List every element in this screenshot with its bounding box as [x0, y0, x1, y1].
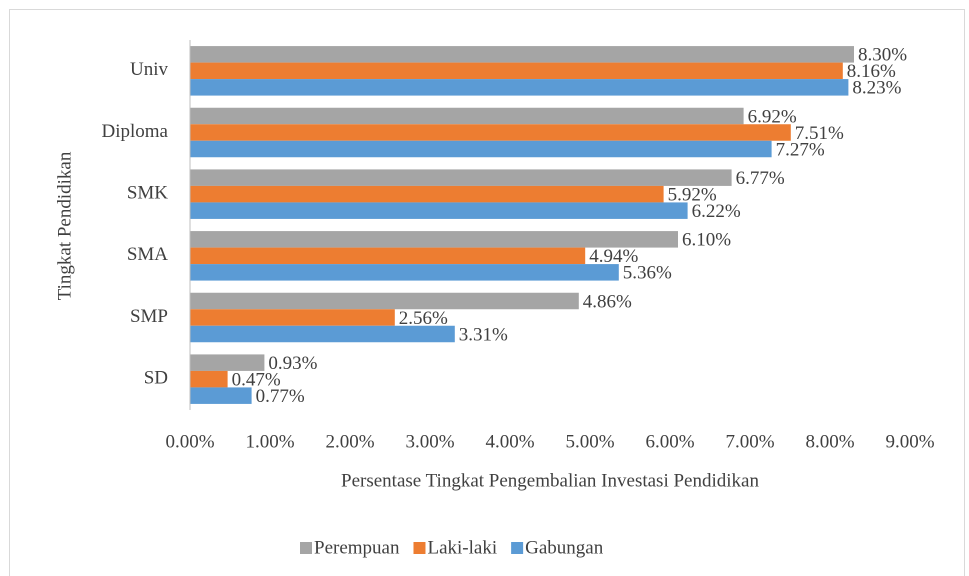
x-tick-label: 6.00% — [645, 431, 694, 452]
data-label: 6.92% — [748, 106, 797, 127]
y-tick-label: SMA — [127, 244, 168, 265]
bar — [190, 370, 228, 388]
bar — [190, 79, 849, 96]
bar — [190, 309, 395, 326]
x-tick-label: 4.00% — [485, 431, 534, 452]
x-tick-label: 8.00% — [805, 431, 854, 452]
x-tick-label: 0.00% — [165, 431, 214, 452]
data-label: 3.31% — [459, 324, 508, 345]
bar — [190, 264, 619, 281]
y-tick-label: Diploma — [102, 121, 169, 142]
data-label: 6.22% — [692, 201, 741, 222]
data-label: 0.47% — [232, 370, 281, 391]
legend-label: Perempuan — [314, 537, 400, 558]
x-tick-label: 3.00% — [405, 431, 454, 452]
data-label: 8.16% — [847, 61, 896, 82]
bar — [190, 62, 843, 80]
data-label: 4.94% — [589, 246, 638, 267]
data-label: 8.23% — [852, 78, 901, 99]
bar — [190, 354, 265, 371]
data-label: 7.27% — [776, 139, 825, 160]
bar — [190, 202, 688, 219]
bar — [190, 169, 732, 186]
y-axis-title: Tingkat Pendidikan — [54, 151, 75, 300]
data-label: 2.56% — [399, 308, 448, 329]
x-tick-label: 1.00% — [245, 431, 294, 452]
bar — [190, 231, 678, 248]
x-tick-label: 2.00% — [325, 431, 374, 452]
data-label: 0.93% — [268, 353, 317, 374]
data-label: 6.10% — [682, 230, 731, 251]
bar — [190, 46, 854, 63]
data-label: 8.30% — [858, 45, 907, 66]
legend-swatch — [413, 542, 426, 554]
data-label: 4.86% — [583, 291, 632, 312]
legend-label: Laki-laki — [427, 537, 497, 558]
bar — [190, 247, 586, 265]
y-tick-label: Univ — [130, 59, 169, 80]
bar — [190, 325, 455, 343]
data-label: 0.77% — [256, 386, 305, 407]
y-tick-label: SD — [144, 368, 168, 389]
x-tick-label: 9.00% — [885, 431, 934, 452]
bar — [190, 140, 772, 158]
legend-swatch — [511, 542, 524, 554]
data-label: 5.92% — [668, 185, 717, 206]
x-tick-label: 7.00% — [725, 431, 774, 452]
data-label: 7.51% — [795, 123, 844, 144]
bar — [190, 387, 252, 404]
y-tick-label: SMK — [127, 183, 168, 204]
legend-swatch — [300, 542, 312, 554]
bar — [190, 107, 744, 125]
bar — [190, 185, 664, 203]
x-axis-title: Persentase Tingkat Pengembalian Investas… — [341, 470, 759, 491]
bar — [190, 292, 579, 310]
bar — [190, 124, 791, 141]
y-tick-label: SMP — [130, 306, 168, 327]
x-tick-label: 5.00% — [565, 431, 614, 452]
legend-label: Gabungan — [525, 537, 604, 558]
data-label: 6.77% — [736, 168, 785, 189]
data-label: 5.36% — [623, 263, 672, 284]
